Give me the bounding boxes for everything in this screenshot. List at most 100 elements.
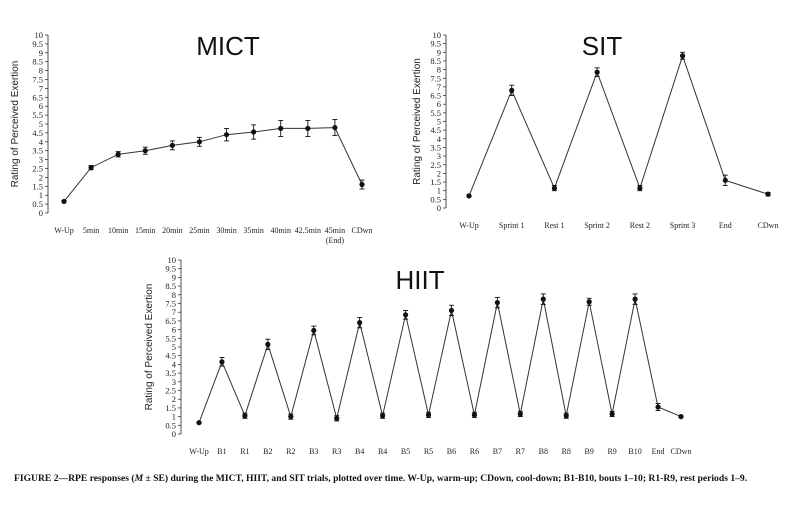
- sit-x-tick-label: Sprint 2: [584, 221, 610, 230]
- hiit-y-tick-label: 8.5: [165, 281, 176, 291]
- figure-caption: FIGURE 2—RPE responses (M ± SE) during t…: [14, 473, 790, 486]
- hiit-y-tick-label: 0.5: [165, 420, 176, 430]
- mict-data-point: [115, 151, 121, 157]
- sit-x-tick-label: Sprint 3: [670, 221, 696, 230]
- hiit-x-tick-label: W-Up: [189, 447, 209, 456]
- mict-title: MICT: [196, 31, 260, 61]
- mict-data-point: [142, 148, 148, 154]
- sit-y-tick-label: 7: [437, 82, 441, 92]
- sit-y-tick-label: 5.5: [430, 108, 441, 118]
- mict-data-point: [278, 125, 284, 132]
- hiit-y-tick-label: 1.5: [165, 403, 176, 413]
- sit-data-point: [637, 185, 643, 191]
- mict-x-tick-label: 5min: [83, 226, 99, 235]
- mict-chart: MICT Rating of Perceived Exertion 00.511.5…: [10, 30, 372, 245]
- hiit-x-tick-label: R2: [286, 447, 295, 456]
- mict-data-point: [88, 165, 94, 171]
- sit-y-tick-label: 8: [437, 65, 441, 75]
- mict-x-tick-label: 45min: [325, 226, 345, 235]
- hiit-data-point: [517, 411, 523, 417]
- hiit-x-tick-label: R4: [378, 447, 387, 456]
- mict-x-tick-label: 40min: [271, 226, 291, 235]
- hiit-x-tick-label: CDwn: [671, 447, 692, 456]
- hiit-data-point: [334, 415, 340, 421]
- hiit-y-tick-label: 9.5: [165, 264, 176, 274]
- mict-data-point: [359, 181, 365, 188]
- hiit-data-point: [586, 299, 592, 305]
- hiit-y-tick-label: 1: [172, 412, 176, 422]
- hiit-x-tick-label: B4: [355, 447, 364, 456]
- sit-y-tick-label: 4.5: [430, 125, 441, 135]
- caption-mean-symbol: M: [134, 473, 144, 484]
- sit-y-tick-label: 2: [437, 168, 441, 178]
- sit-data-point: [594, 69, 600, 75]
- hiit-data-point: [265, 341, 271, 347]
- hiit-x-tick-label: B1: [217, 447, 226, 456]
- mict-y-tick-label: 5.5: [32, 110, 43, 120]
- mict-x-tick-label: CDwn: [352, 226, 373, 235]
- hiit-data-point: [288, 414, 294, 420]
- mict-y-tick-label: 3.5: [32, 146, 43, 156]
- mict-y-tick-label: 9: [39, 48, 43, 58]
- sit-data-point: [509, 87, 515, 93]
- hiit-y-tick-label: 4.5: [165, 351, 176, 361]
- hiit-x-tick-label: End: [652, 447, 665, 456]
- hiit-y-tick-label: 6: [172, 325, 176, 335]
- hiit-data-point: [632, 296, 638, 302]
- hiit-x-tick-label: R6: [470, 447, 479, 456]
- mict-data-point: [223, 132, 230, 138]
- sit-data-point: [679, 53, 686, 59]
- sit-y-tick-label: 0: [437, 203, 441, 213]
- mict-x-tick-label: 15min: [135, 226, 155, 235]
- mict-x-tick-label: 20min: [162, 226, 182, 235]
- hiit-chart: HIIT Rating of Perceived Exertion 00.511.5…: [144, 255, 691, 456]
- hiit-y-tick-label: 8: [172, 290, 176, 300]
- sit-data-point: [765, 191, 771, 197]
- sit-y-tick-label: 2.5: [430, 160, 441, 170]
- hiit-series-line: [198, 298, 682, 423]
- hiit-x-tick-label: B9: [585, 447, 594, 456]
- hiit-data-point: [311, 327, 317, 334]
- hiit-data-point: [678, 414, 684, 420]
- mict-y-tick-label: 6.5: [32, 92, 43, 102]
- mict-y-tick-label: 0.5: [32, 199, 43, 209]
- mict-y-tick-label: 8: [39, 66, 43, 76]
- mict-y-tick-label: 2: [39, 172, 43, 182]
- hiit-y-tick-label: 2: [172, 394, 176, 404]
- sit-y-tick-label: 9.5: [430, 39, 441, 49]
- caption-text-post: ± SE) during the MICT, HIIT, and SIT tri…: [143, 473, 748, 484]
- sit-y-tick-label: 0.5: [430, 194, 441, 204]
- mict-data-point: [332, 124, 338, 131]
- mict-data-point: [61, 198, 67, 205]
- hiit-data-point: [563, 413, 569, 419]
- sit-y-tick-label: 6.5: [430, 91, 441, 101]
- hiit-x-tick-label: B5: [401, 447, 410, 456]
- hiit-data-point: [471, 412, 478, 418]
- mict-y-tick-label: 3: [39, 155, 43, 165]
- hiit-y-tick-label: 7.5: [165, 299, 176, 309]
- mict-y-tick-label: 1: [39, 190, 43, 200]
- mict-x-tick-label: (End): [326, 236, 345, 245]
- sit-x-tick-label: W-Up: [459, 221, 479, 230]
- hiit-x-tick-label: B2: [263, 447, 272, 456]
- mict-data-point: [251, 129, 257, 135]
- hiit-y-tick-label: 6.5: [165, 316, 176, 326]
- sit-y-tick-label: 7.5: [430, 73, 441, 83]
- sit-x-tick-label: Sprint 1: [499, 221, 525, 230]
- hiit-data-point: [425, 412, 432, 418]
- sit-y-tick-label: 10: [433, 30, 442, 40]
- sit-data-point: [466, 193, 472, 199]
- hiit-y-tick-label: 9: [172, 272, 176, 282]
- sit-data-point: [551, 185, 558, 191]
- mict-y-tick-label: 10: [35, 30, 44, 40]
- hiit-y-tick-label: 5: [172, 342, 176, 352]
- mict-x-tick-label: 25min: [189, 226, 209, 235]
- mict-x-tick-label: 42.5min: [295, 226, 321, 235]
- sit-y-tick-label: 8.5: [430, 56, 441, 66]
- hiit-y-tick-label: 4: [172, 359, 177, 369]
- mict-x-tick-label: 30min: [216, 226, 236, 235]
- mict-y-tick-label: 9.5: [32, 39, 43, 49]
- hiit-data-point: [494, 300, 500, 306]
- mict-y-tick-label: 2.5: [32, 164, 43, 174]
